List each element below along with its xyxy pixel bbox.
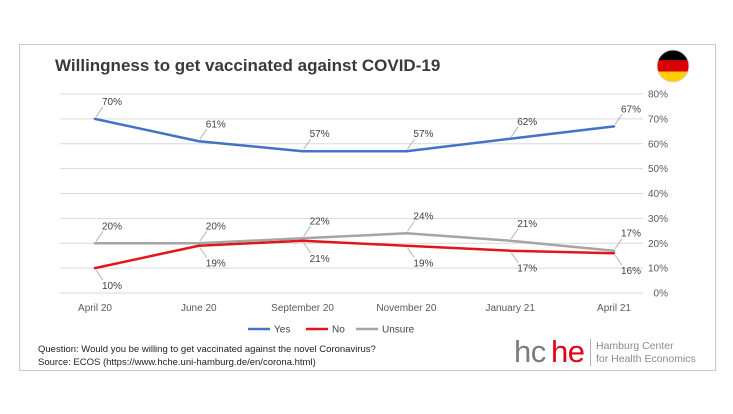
- data-labels: 70% 61% 57% 57% 62% 67% 10% 19% 21% 19% 17% 16% 20% 2…: [95, 97, 641, 292]
- x-axis-ticks: April 20 June 20 September 20 November 20 Ja…: [78, 303, 631, 314]
- data-label-yes: 62%: [517, 117, 537, 128]
- logo-line-1: Hamburg Center: [596, 340, 674, 352]
- leader-line: [199, 231, 208, 242]
- series-line-unsure: [93, 232, 616, 252]
- data-label-yes: 67%: [621, 104, 641, 115]
- legend-label-unsure: Unsure: [382, 325, 415, 336]
- footnote: Question: Would you be willing to get va…: [38, 343, 376, 369]
- data-label-unsure: 22%: [310, 216, 330, 227]
- data-label-yes: 57%: [310, 129, 330, 140]
- legend: Yes No Unsure: [248, 325, 415, 336]
- leader-line: [199, 247, 208, 258]
- leader-line: [510, 252, 519, 263]
- series-line-yes: [93, 117, 616, 153]
- legend-label-yes: Yes: [274, 325, 290, 336]
- x-tick-label: November 20: [376, 303, 436, 314]
- x-tick-label: January 21: [485, 303, 535, 314]
- x-tick-label: April 20: [78, 303, 112, 314]
- x-tick-label: April 21: [597, 303, 631, 314]
- leader-line: [199, 129, 208, 140]
- y-tick-label: 10%: [648, 264, 668, 275]
- leader-line: [614, 114, 623, 125]
- y-axis-ticks: 0% 10% 20% 30% 40% 50% 60% 70% 80%: [648, 90, 668, 300]
- data-label-unsure: 21%: [517, 219, 537, 230]
- data-label-yes: 57%: [413, 129, 433, 140]
- leader-line: [303, 242, 311, 253]
- chart-frame: [19, 44, 716, 371]
- legend-label-no: No: [332, 325, 345, 336]
- y-tick-label: 0%: [654, 289, 669, 300]
- leader-line: [407, 138, 415, 150]
- leader-line: [303, 138, 311, 150]
- data-label-unsure: 20%: [206, 221, 226, 232]
- data-label-no: 21%: [310, 254, 330, 265]
- leader-line: [95, 269, 104, 281]
- germany-flag-icon: [656, 49, 690, 83]
- data-label-unsure: 20%: [102, 221, 122, 232]
- data-label-no: 16%: [621, 266, 641, 277]
- series-line-no: [93, 239, 616, 270]
- y-tick-label: 50%: [648, 164, 668, 175]
- logo-mark-he: he: [551, 334, 585, 369]
- data-label-unsure: 24%: [413, 211, 433, 222]
- y-tick-label: 60%: [648, 139, 668, 150]
- y-tick-label: 70%: [648, 114, 668, 125]
- leader-line: [614, 238, 623, 249]
- logo-line-2: for Health Economics: [596, 353, 696, 365]
- footnote-source: Source: ECOS (https://www.hche.uni-hambu…: [38, 357, 316, 368]
- y-tick-label: 40%: [648, 189, 668, 200]
- leader-line: [510, 126, 519, 138]
- gridlines: [60, 93, 643, 294]
- data-label-yes: 61%: [206, 119, 226, 130]
- data-label-no: 19%: [413, 259, 433, 270]
- chart-title: Willingness to get vaccinated against CO…: [55, 56, 441, 75]
- x-tick-label: September 20: [271, 303, 334, 314]
- logo-mark-hc: hc: [514, 334, 546, 369]
- y-tick-label: 30%: [648, 214, 668, 225]
- leader-line: [614, 254, 623, 266]
- logo-divider: [590, 339, 591, 366]
- data-label-no: 17%: [517, 264, 537, 275]
- y-tick-label: 20%: [648, 239, 668, 250]
- data-label-yes: 70%: [102, 97, 122, 108]
- leader-line: [407, 221, 415, 232]
- y-tick-label: 80%: [648, 90, 668, 101]
- leader-line: [407, 247, 415, 258]
- data-label-no: 19%: [206, 259, 226, 270]
- data-label-unsure: 17%: [621, 229, 641, 240]
- hche-logo: hc he Hamburg Center for Health Economic…: [514, 335, 714, 369]
- leader-line: [95, 106, 104, 118]
- series-lines: [93, 117, 616, 270]
- leader-line: [510, 228, 519, 239]
- footnote-question: Question: Would you be willing to get va…: [38, 344, 376, 355]
- leader-line: [303, 226, 311, 237]
- x-tick-label: June 20: [181, 303, 217, 314]
- data-label-no: 10%: [102, 281, 122, 292]
- leader-line: [95, 231, 104, 242]
